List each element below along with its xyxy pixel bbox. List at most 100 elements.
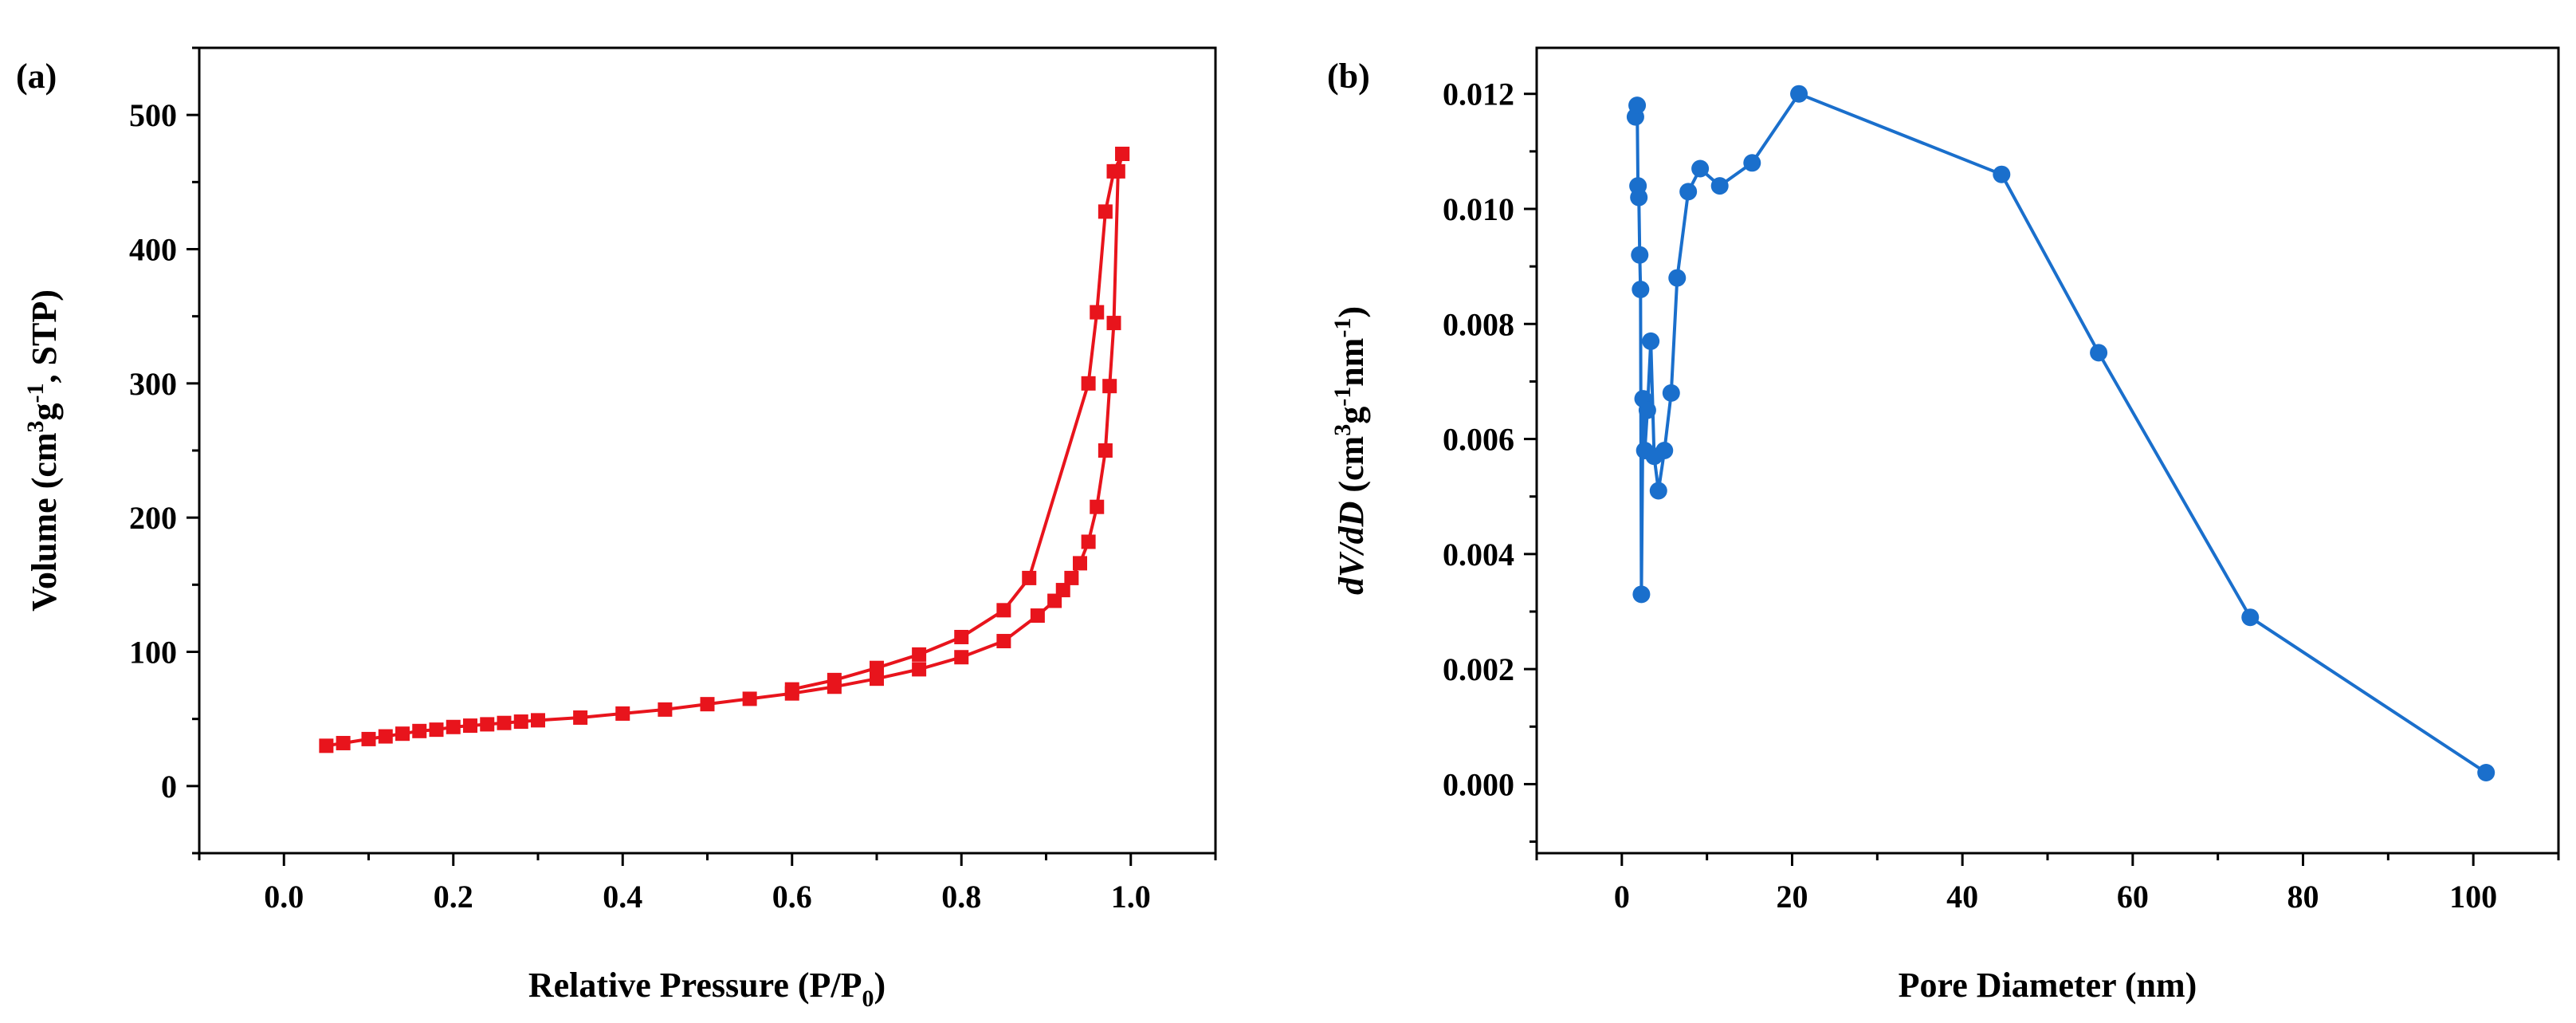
data-point	[827, 672, 842, 687]
data-point	[2241, 608, 2260, 627]
data-point	[1628, 96, 1647, 115]
x-tick-label: 60	[2117, 879, 2149, 915]
panel-a-plot-frame	[198, 46, 1217, 855]
x-tick-label: 40	[1946, 879, 1978, 915]
data-point	[1649, 482, 1667, 500]
y-tick-label: 0.010	[1443, 191, 1514, 227]
data-point	[573, 710, 588, 725]
y-tick-label: 0	[161, 769, 177, 805]
data-point	[480, 717, 495, 732]
y-tick-label: 0.012	[1443, 77, 1514, 112]
data-point	[1655, 442, 1674, 459]
x-tick-label: 0	[1614, 879, 1630, 915]
data-point	[412, 723, 427, 738]
data-point	[2090, 344, 2108, 362]
data-point	[1743, 154, 1761, 172]
data-point	[319, 738, 334, 753]
x-tick-label: 0.2	[434, 879, 473, 915]
data-point	[378, 729, 393, 744]
data-point	[446, 719, 461, 734]
data-point	[1993, 165, 2011, 183]
data-point	[1098, 204, 1113, 219]
panel-b-label: (b)	[1327, 57, 1370, 96]
x-tick-label: 0.8	[941, 879, 981, 915]
panel-b-y-tick-labels: 0.000 0.002 0.004 0.006 0.008 0.010 0.012	[1443, 77, 1514, 803]
panel-b-series	[1626, 85, 2496, 781]
data-point	[1668, 269, 1687, 287]
x-tick-label: 1.0	[1111, 879, 1151, 915]
data-point	[1090, 499, 1105, 514]
data-point	[1022, 570, 1037, 585]
data-point	[1106, 316, 1121, 331]
data-point	[395, 726, 410, 742]
data-point	[1691, 159, 1710, 178]
y-tick-label: 0.008	[1443, 306, 1514, 342]
data-point	[513, 714, 528, 730]
data-point	[1630, 188, 1648, 207]
data-point	[1073, 556, 1087, 571]
data-point	[1662, 384, 1680, 402]
data-point	[1055, 583, 1070, 598]
x-tick-label: 100	[2449, 879, 2497, 915]
data-point	[1064, 570, 1079, 585]
data-point	[658, 702, 673, 717]
panel-a-x-tick-labels: 0.0 0.2 0.4 0.6 0.8 1.0	[264, 879, 1151, 915]
x-tick-label: 0.4	[603, 879, 642, 915]
data-point	[954, 629, 969, 644]
data-point	[1632, 585, 1651, 604]
data-point	[1081, 376, 1096, 391]
panel-b-y-axis-title: dV/dD (cm3g-1nm-1)	[1329, 306, 1371, 595]
data-point	[615, 706, 630, 721]
panel-a-x-axis-title: Relative Pressure (P/P0)	[528, 966, 886, 1012]
data-point	[497, 715, 512, 730]
x-tick-label: 80	[2287, 879, 2319, 915]
data-point	[1090, 305, 1105, 320]
y-tick-label: 0.000	[1443, 766, 1514, 802]
panel-a-adsorption-isotherm: (a) 0.0 0.2 0.4 0.6 0.8 1.0 0100200300400500 …	[16, 46, 1217, 1012]
data-point	[996, 634, 1011, 649]
data-point	[1115, 146, 1130, 161]
data-point	[912, 662, 927, 677]
panel-b-plot-frame	[1535, 46, 2560, 855]
x-tick-label: 0.6	[772, 879, 812, 915]
data-point	[1102, 379, 1117, 394]
data-point	[531, 713, 545, 728]
data-point	[2477, 764, 2496, 781]
data-point	[1632, 281, 1650, 298]
data-point	[1790, 85, 1808, 103]
panel-b-pore-size-distribution: (b) 0 20 40 60 80 100 0.0000.0020.0040.0060.0…	[1327, 46, 2560, 1005]
data-point	[954, 650, 969, 665]
data-point	[336, 735, 351, 750]
panel-a-ticks	[187, 46, 1217, 866]
panel-a-y-axis-title: Volume (cm3g-1, STP)	[22, 289, 64, 612]
data-point	[1710, 177, 1729, 195]
data-point	[361, 731, 376, 746]
data-point	[1030, 608, 1045, 624]
data-point	[996, 603, 1011, 618]
data-point	[700, 697, 715, 712]
x-tick-label: 20	[1777, 879, 1808, 915]
data-point	[1642, 332, 1660, 350]
panel-a-series	[319, 146, 1130, 753]
panel-a-label: (a)	[16, 57, 57, 96]
data-point	[1098, 443, 1113, 458]
y-tick-label: 100	[129, 635, 177, 671]
data-point	[870, 660, 884, 675]
y-tick-label: 400	[129, 232, 177, 268]
panel-a-y-tick-labels: 0 100 200 300 400 500	[129, 97, 177, 805]
data-point	[1631, 246, 1649, 264]
y-tick-label: 0.002	[1443, 651, 1514, 687]
panel-b-x-tick-labels: 0 20 40 60 80 100	[1614, 879, 2497, 915]
y-tick-label: 200	[129, 500, 177, 536]
data-point	[1106, 163, 1121, 179]
data-point	[742, 691, 757, 706]
data-point	[784, 682, 799, 697]
data-point	[1081, 534, 1096, 549]
data-point	[463, 718, 477, 734]
data-point	[1638, 401, 1656, 419]
y-tick-label: 0.004	[1443, 537, 1514, 572]
panel-b-x-axis-title: Pore Diameter (nm)	[1899, 966, 2197, 1005]
data-point	[1679, 183, 1698, 201]
y-tick-label: 0.006	[1443, 422, 1514, 458]
